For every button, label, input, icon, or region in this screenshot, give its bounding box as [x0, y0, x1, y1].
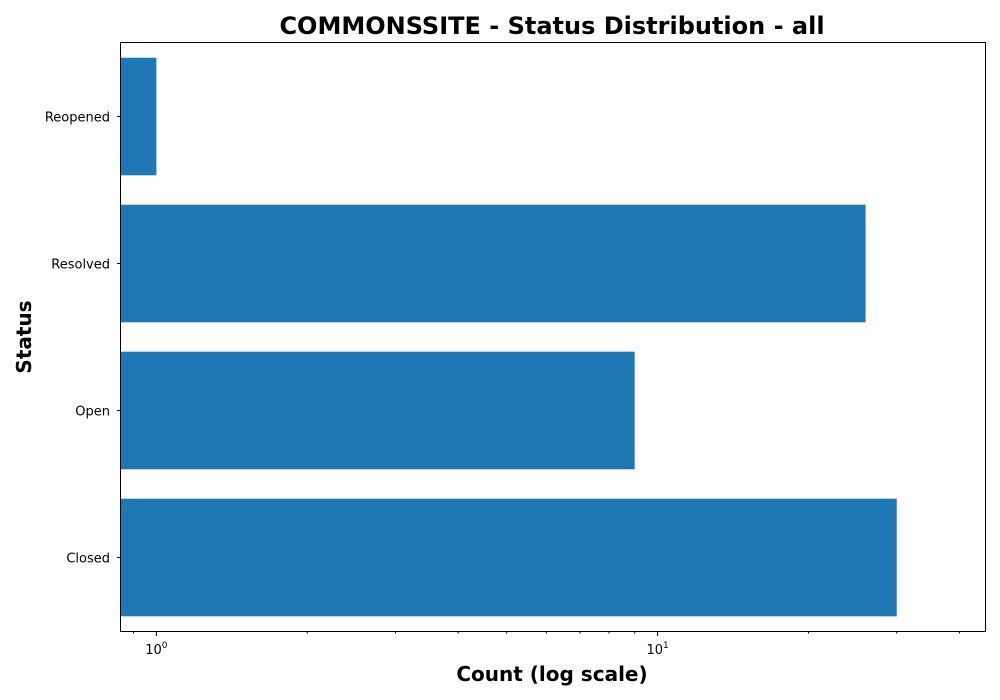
x-axis: 100 101: [132, 631, 960, 658]
x-tick-label: 101: [646, 641, 668, 658]
chart-title: COMMONSSITE - Status Distribution - all: [279, 12, 824, 40]
bar-open: [121, 351, 635, 470]
y-tick-label-open: Open: [75, 405, 110, 420]
bar-group: [121, 57, 897, 617]
bar-resolved: [121, 204, 866, 323]
plot-frame: [120, 42, 986, 632]
bar-reopened: [121, 57, 157, 176]
bar-closed: [121, 498, 897, 617]
y-tick-label-resolved: Resolved: [51, 258, 110, 273]
x-axis-label: Count (log scale): [456, 662, 647, 686]
x-tick-label: 100: [145, 641, 168, 658]
y-tick-label-reopened: Reopened: [45, 111, 110, 126]
y-axis: Closed Open Resolved Reopened: [45, 111, 121, 567]
y-tick-label-closed: Closed: [66, 552, 110, 567]
y-axis-label: Status: [12, 300, 36, 373]
